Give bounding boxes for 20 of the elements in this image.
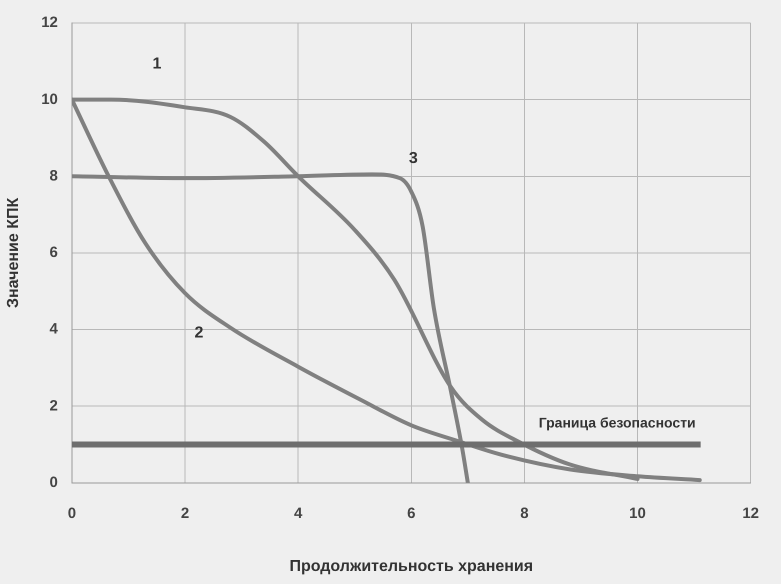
y-tick-label: 8 (50, 167, 58, 184)
x-tick-label: 6 (407, 504, 416, 522)
series-label: 2 (194, 324, 204, 342)
x-tick-label: 2 (180, 504, 190, 522)
y-tick-label: 12 (41, 14, 58, 32)
x-tick-label: 8 (520, 504, 529, 522)
y-axis-title: Значение КПК (5, 198, 22, 308)
x-axis-title: Продолжительность хранения (289, 558, 534, 575)
series-label: 1 (152, 56, 162, 73)
y-tick-label: 4 (50, 320, 59, 338)
x-tick-label: 4 (294, 504, 303, 522)
y-tick-label: 6 (50, 244, 58, 262)
y-tick-label: 0 (50, 474, 58, 491)
y-tick-label: 2 (50, 397, 58, 414)
series-label: 3 (408, 150, 418, 167)
x-tick-label: 12 (742, 504, 759, 522)
ref-line-label: Граница безопасности (538, 414, 696, 430)
x-tick-label: 0 (68, 504, 76, 522)
y-tick-label: 10 (41, 90, 58, 108)
x-tick-label: 10 (629, 504, 646, 522)
